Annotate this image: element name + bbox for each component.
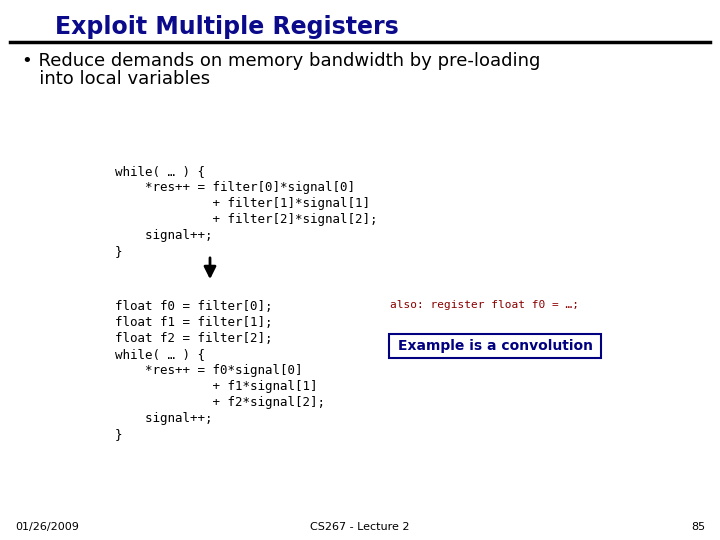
Text: Example is a convolution: Example is a convolution	[397, 339, 593, 353]
Text: also: register float f0 = …;: also: register float f0 = …;	[390, 300, 579, 310]
FancyArrowPatch shape	[205, 258, 215, 276]
Text: signal++;: signal++;	[115, 229, 212, 242]
Text: float f0 = filter[0];: float f0 = filter[0];	[115, 300, 272, 313]
Text: Exploit Multiple Registers: Exploit Multiple Registers	[55, 15, 399, 39]
Text: *res++ = filter[0]*signal[0]: *res++ = filter[0]*signal[0]	[115, 181, 355, 194]
Text: + f1*signal[1]: + f1*signal[1]	[115, 380, 318, 393]
Text: + f2*signal[2];: + f2*signal[2];	[115, 396, 325, 409]
Text: float f2 = filter[2];: float f2 = filter[2];	[115, 332, 272, 345]
Text: }: }	[115, 428, 122, 441]
Text: }: }	[115, 245, 122, 258]
Text: into local variables: into local variables	[22, 70, 210, 88]
Text: CS267 - Lecture 2: CS267 - Lecture 2	[310, 522, 410, 532]
Text: while( … ) {: while( … ) {	[115, 348, 205, 361]
Text: float f1 = filter[1];: float f1 = filter[1];	[115, 316, 272, 329]
FancyBboxPatch shape	[389, 334, 601, 358]
Text: while( … ) {: while( … ) {	[115, 165, 205, 178]
Text: + filter[1]*signal[1]: + filter[1]*signal[1]	[115, 197, 370, 210]
Text: *res++ = f0*signal[0]: *res++ = f0*signal[0]	[115, 364, 302, 377]
Text: 85: 85	[691, 522, 705, 532]
Text: • Reduce demands on memory bandwidth by pre-loading: • Reduce demands on memory bandwidth by …	[22, 52, 541, 70]
Text: + filter[2]*signal[2];: + filter[2]*signal[2];	[115, 213, 377, 226]
Text: signal++;: signal++;	[115, 412, 212, 425]
Text: 01/26/2009: 01/26/2009	[15, 522, 79, 532]
